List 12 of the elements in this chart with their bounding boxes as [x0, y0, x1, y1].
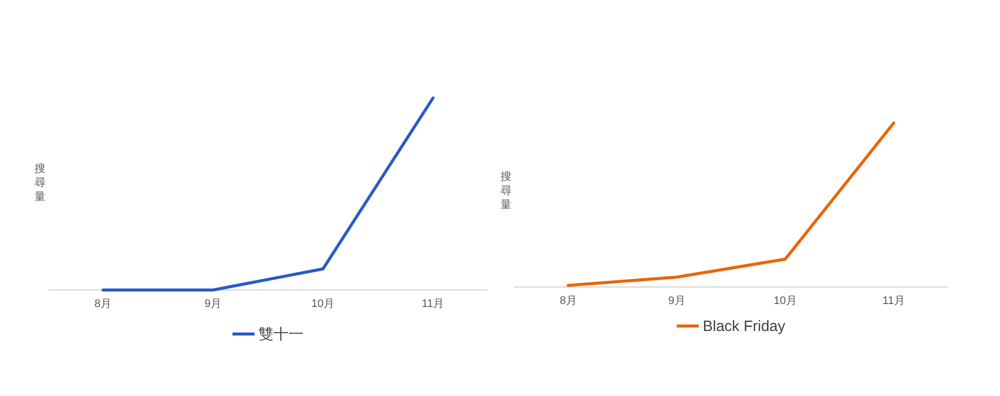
x-tick-label: 11月 — [882, 295, 905, 307]
legend-label: 雙十一 — [258, 326, 304, 343]
x-tick-label: 9月 — [204, 298, 222, 310]
y-axis-title: 搜尋量 — [34, 162, 46, 203]
x-tick-label: 10月 — [311, 298, 335, 310]
legend-label: Black Friday — [702, 318, 786, 335]
x-tick-label: 10月 — [774, 295, 797, 307]
x-tick-label: 11月 — [422, 298, 444, 310]
y-axis-title: 搜尋量 — [500, 170, 512, 211]
x-tick-label: 8月 — [560, 295, 577, 307]
x-tick-label: 8月 — [94, 298, 112, 310]
x-tick-label: 9月 — [668, 295, 686, 307]
